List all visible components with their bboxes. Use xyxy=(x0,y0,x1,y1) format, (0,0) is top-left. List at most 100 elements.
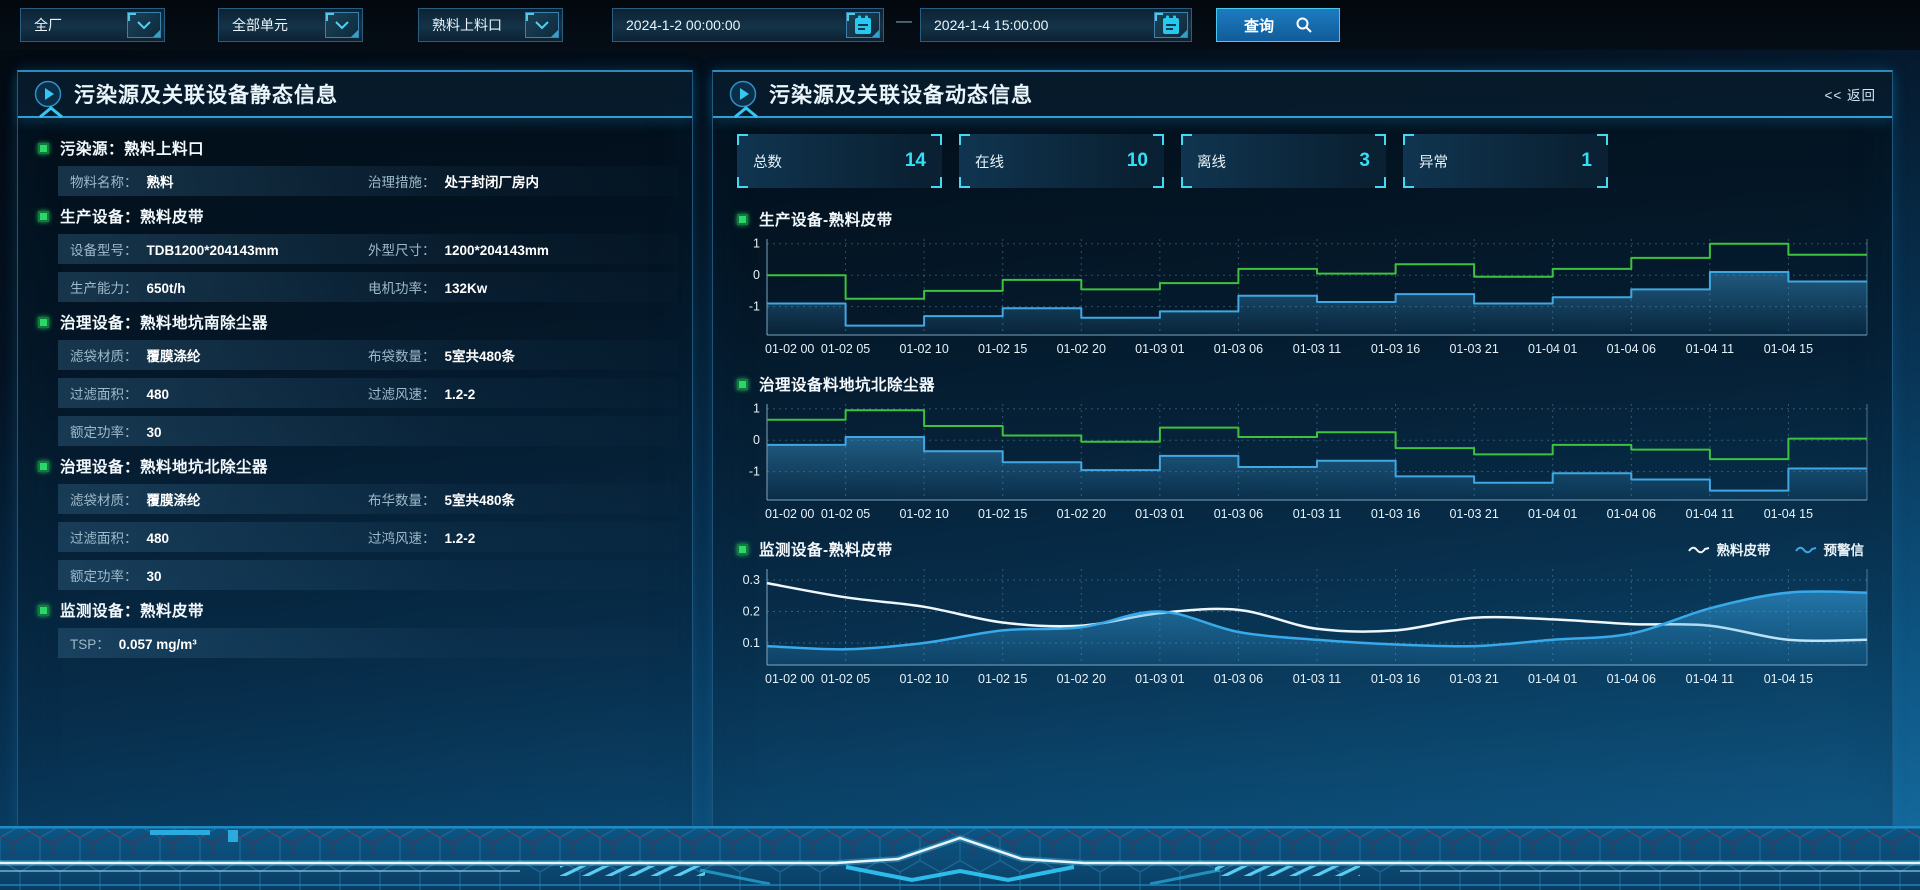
y-tick-label: -1 xyxy=(749,465,760,479)
stat-value: 3 xyxy=(1359,150,1370,171)
section-title: 治理设备：熟料地坑南除尘器 xyxy=(38,311,678,333)
date-end-input[interactable]: 2024-1-4 15:00:00 xyxy=(920,8,1192,42)
x-tick-label: 01-02 20 xyxy=(1057,672,1106,686)
x-tick-label: 01-02 05 xyxy=(821,342,870,356)
select-factory[interactable]: 全厂 xyxy=(20,8,165,42)
calendar-icon[interactable] xyxy=(846,12,880,38)
field-label: 布华数量： xyxy=(368,493,436,508)
back-button[interactable]: << 返回 xyxy=(1824,88,1876,103)
info-row: 额定功率： 30 xyxy=(58,560,678,590)
dynamic-info-body: 总数 14 在线 10 离线 3 异常 1 生产设备-熟料皮带 1 0 -1 01-02 00 01-0… xyxy=(713,118,1892,692)
info-cell: 生产能力： 650t/h xyxy=(70,277,368,297)
chevron-down-icon[interactable] xyxy=(525,12,559,38)
x-tick-label: 01-04 15 xyxy=(1764,342,1813,356)
field-value: 30 xyxy=(146,425,162,440)
info-cell: 布华数量： 5室共480条 xyxy=(368,489,666,509)
field-label: 滤袋材质： xyxy=(70,349,138,364)
chart-legend: 熟料皮带 预警信 xyxy=(1687,539,1869,559)
info-cell: 滤袋材质： 覆膜涤纶 xyxy=(70,345,368,365)
select-unit[interactable]: 全部单元 xyxy=(218,8,363,42)
field-value: 1.2-2 xyxy=(444,531,476,546)
corner-bracket-decoration xyxy=(737,134,942,145)
static-info-sections: 污染源：熟料上料口 物料名称： 熟料 治理措施： 处于封闭厂房内 生产设备：熟料皮带 设备型… xyxy=(18,118,692,658)
y-tick-label: 1 xyxy=(753,237,760,251)
field-value: 5室共480条 xyxy=(444,349,516,364)
field-label: 电机功率： xyxy=(368,281,436,296)
info-cell: 物料名称： 熟料 xyxy=(70,171,368,191)
info-cell: 外型尺寸： 1200*204143mm xyxy=(368,239,666,259)
x-tick-label: 01-02 05 xyxy=(821,507,870,521)
calendar-icon[interactable] xyxy=(1154,12,1188,38)
static-info-title: 污染源及关联设备静态信息 xyxy=(74,84,338,107)
x-tick-label: 01-02 15 xyxy=(978,342,1027,356)
x-tick-label: 01-04 06 xyxy=(1607,507,1656,521)
info-row: 过滤面积： 480 过滤风速： 1.2-2 xyxy=(58,378,678,408)
search-icon xyxy=(1296,17,1312,33)
corner-bracket-decoration xyxy=(1181,177,1386,188)
x-tick-label: 01-02 00 xyxy=(765,342,814,356)
chart-block: 监测设备-熟料皮带 熟料皮带 预警信 0.3 0.2 0.1 01-02 00 01-02 0… xyxy=(737,536,1868,692)
stat-label: 离线 xyxy=(1197,154,1226,171)
chevron-down-icon[interactable] xyxy=(127,12,161,38)
section-title-text: 生产设备：熟料皮带 xyxy=(60,209,205,226)
stat-value: 1 xyxy=(1581,150,1592,171)
y-tick-label: 0.2 xyxy=(743,604,760,618)
wave-line-icon xyxy=(1794,546,1816,554)
x-tick-label: 01-04 06 xyxy=(1607,342,1656,356)
query-button[interactable]: 查询 xyxy=(1216,8,1340,42)
info-cell: 电机功率： 132Kw xyxy=(368,277,666,297)
legend-item: 熟料皮带 xyxy=(1687,539,1771,559)
x-tick-label: 01-03 11 xyxy=(1293,672,1341,686)
info-cell: 过滤面积： 480 xyxy=(70,383,368,403)
dynamic-info-header: 污染源及关联设备动态信息 << 返回 xyxy=(713,72,1892,118)
select-unit-value: 全部单元 xyxy=(232,17,288,33)
info-row: 滤袋材质： 覆膜涤纶 布袋数量： 5室共480条 xyxy=(58,340,678,370)
green-square-icon xyxy=(737,378,748,390)
x-tick-label: 01-04 01 xyxy=(1528,342,1577,356)
y-tick-label: 0 xyxy=(753,268,760,282)
green-square-icon xyxy=(38,210,49,222)
x-tick-label: 01-03 06 xyxy=(1214,342,1263,356)
query-button-label: 查询 xyxy=(1243,17,1274,35)
field-value: 覆膜涤纶 xyxy=(146,349,201,364)
info-row: 生产能力： 650t/h 电机功率： 132Kw xyxy=(58,272,678,302)
chart-title: 监测设备-熟料皮带 xyxy=(759,542,893,559)
green-square-icon xyxy=(38,316,49,328)
info-cell: 过滤面积： 480 xyxy=(70,527,368,547)
stat-card: 总数 14 xyxy=(737,134,942,188)
info-row: 过滤面积： 480 过鸿风速： 1.2-2 xyxy=(58,522,678,552)
info-cell: 滤袋材质： 覆膜涤纶 xyxy=(70,489,368,509)
x-tick-label: 01-03 06 xyxy=(1214,507,1263,521)
info-row: 额定功率： 30 xyxy=(58,416,678,446)
field-value: 1200*204143mm xyxy=(444,243,549,258)
x-tick-label: 01-02 15 xyxy=(978,672,1027,686)
green-square-icon xyxy=(737,213,748,225)
field-label: 过鸿风速： xyxy=(368,531,436,546)
corner-bracket-decoration xyxy=(737,177,942,188)
x-tick-label: 01-04 06 xyxy=(1607,672,1656,686)
chart-block: 治理设备料地坑北除尘器 1 0 -1 01-02 00 01-02 05 01-02 10 0… xyxy=(737,371,1868,527)
field-value: 0.057 mg/m³ xyxy=(118,637,197,652)
x-tick-label: 01-04 15 xyxy=(1764,507,1813,521)
x-tick-label: 01-04 15 xyxy=(1764,672,1813,686)
charts: 生产设备-熟料皮带 1 0 -1 01-02 00 01-02 05 01-02 10 01-… xyxy=(737,206,1868,692)
dynamic-info-panel: 污染源及关联设备动态信息 << 返回 总数 14 在线 10 离线 3 异常 1 生产设备-熟… xyxy=(712,70,1893,828)
select-factory-value: 全厂 xyxy=(34,17,62,33)
corner-bracket-decoration xyxy=(1403,177,1608,188)
x-tick-label: 01-02 00 xyxy=(765,672,814,686)
y-tick-label: 1 xyxy=(753,402,760,416)
date-start-value: 2024-1-2 00:00:00 xyxy=(626,17,741,33)
x-tick-label: 01-02 10 xyxy=(899,672,948,686)
x-tick-label: 01-04 01 xyxy=(1528,672,1577,686)
x-tick-label: 01-03 16 xyxy=(1371,507,1420,521)
field-value: 熟料 xyxy=(146,175,174,190)
wave-line-icon xyxy=(1687,546,1709,554)
x-tick-label: 01-04 11 xyxy=(1686,507,1734,521)
select-source[interactable]: 熟料上料口 xyxy=(418,8,563,42)
stat-value: 10 xyxy=(1126,150,1148,171)
chevron-down-icon[interactable] xyxy=(325,12,359,38)
field-label: 滤袋材质： xyxy=(70,493,138,508)
date-start-input[interactable]: 2024-1-2 00:00:00 xyxy=(612,8,884,42)
x-tick-label: 01-02 10 xyxy=(899,342,948,356)
